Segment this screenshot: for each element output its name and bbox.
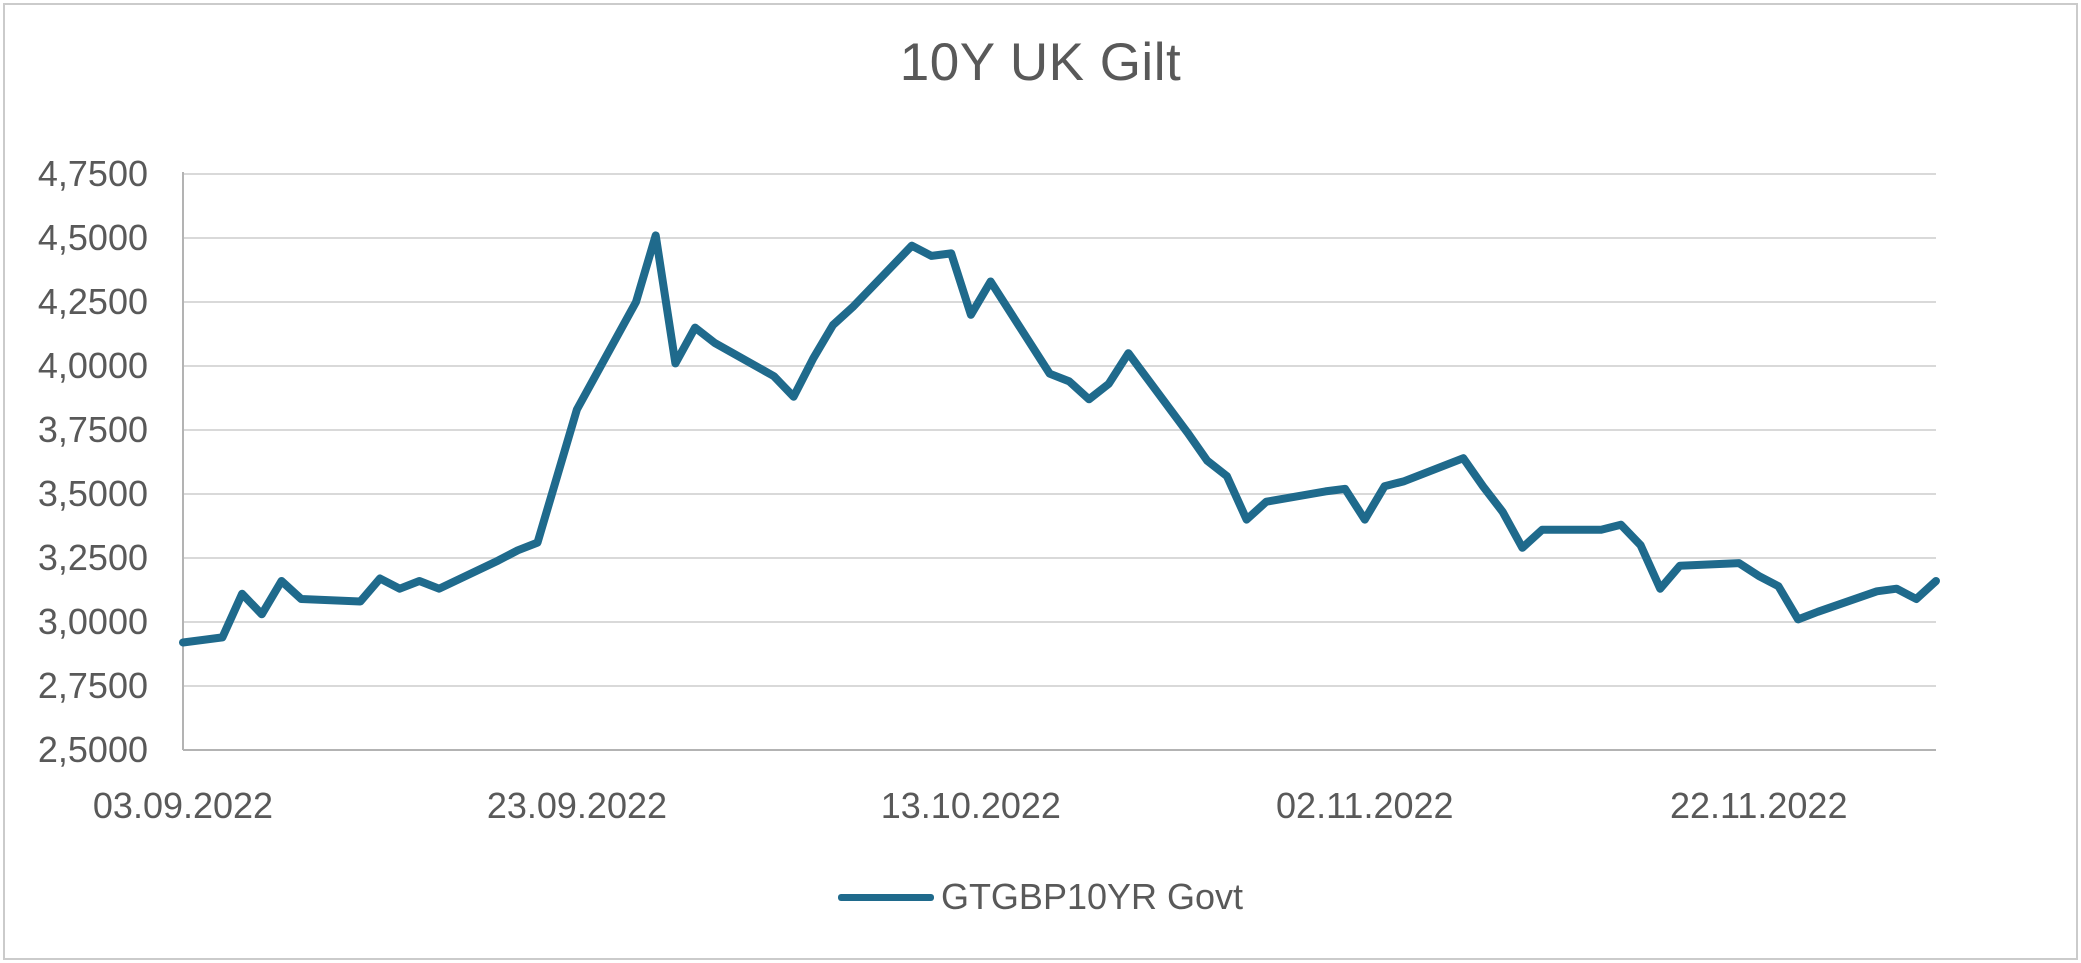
x-axis-tick-label: 02.11.2022	[1276, 785, 1454, 826]
x-axis-tick-label: 03.09.2022	[93, 785, 273, 826]
legend: GTGBP10YR Govt	[0, 876, 2081, 918]
y-axis-tick-label: 2,5000	[38, 729, 148, 770]
y-axis-tick-label: 4,2500	[38, 281, 148, 322]
series-line-gtgbp10yr-govt	[179, 231, 1940, 647]
x-axis-tick-label: 23.09.2022	[487, 785, 667, 826]
y-axis-tick-label: 4,7500	[38, 153, 148, 194]
y-axis-tick-label: 3,5000	[38, 473, 148, 514]
y-axis-tick-label: 3,2500	[38, 537, 148, 578]
legend-series-label: GTGBP10YR Govt	[940, 876, 1244, 917]
y-axis-tick-label: 3,7500	[38, 409, 148, 450]
chart-title: 10Y UK Gilt	[899, 33, 1182, 92]
y-axis-tick-label: 4,5000	[38, 217, 148, 258]
legend-line-swatch	[837, 893, 934, 901]
y-axis-tick-label: 3,0000	[38, 601, 148, 642]
y-axis-tick-label: 4,0000	[38, 345, 148, 386]
x-axis-tick-label: 22.11.2022	[1670, 785, 1848, 826]
y-axis-tick-label: 2,7500	[38, 665, 148, 706]
x-axis-tick-label: 13.10.2022	[881, 785, 1061, 826]
